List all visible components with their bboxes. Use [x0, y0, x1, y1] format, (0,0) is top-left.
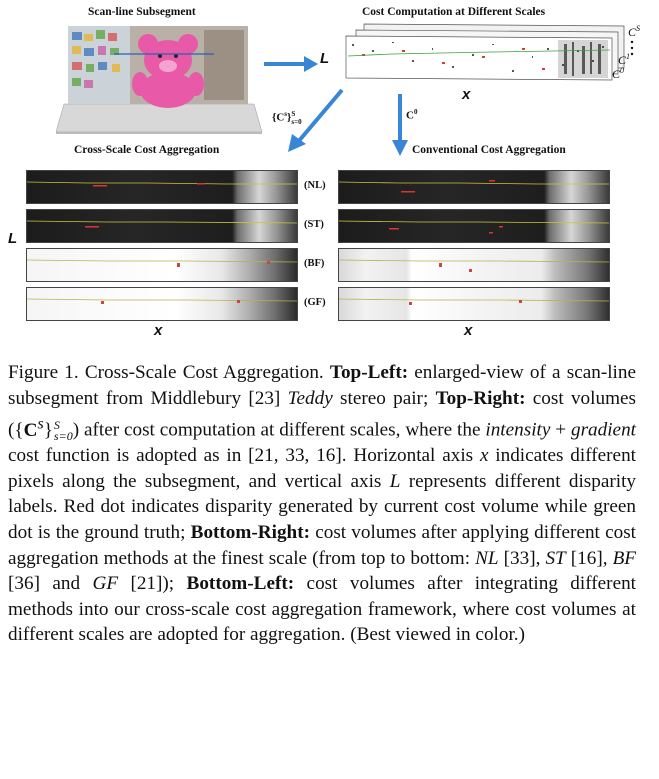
strip-conv-nl [338, 170, 610, 204]
bottom-right-title: Conventional Cost Aggregation [412, 144, 566, 156]
top-right-title: Cost Computation at Different Scales [362, 6, 546, 18]
label-L-bottom: L [8, 230, 18, 247]
label-x-top: x [462, 86, 471, 103]
scale-label-CS: CS [628, 24, 641, 39]
figure-caption: Figure 1. Cross-Scale Cost Aggregation. … [8, 362, 637, 646]
teddy-image-panel [54, 24, 264, 134]
strip-cross-gf [26, 287, 298, 321]
strip-conv-gf [338, 287, 610, 321]
label-L-top: L [320, 50, 330, 67]
arrow-cross-scale [280, 86, 350, 163]
cost-volume-stack [332, 20, 642, 90]
method-label-gf: (GF) [304, 297, 326, 308]
method-label-st: (ST) [304, 219, 324, 230]
method-label-bf: (BF) [304, 258, 325, 269]
top-left-title: Scan-line Subsegment [88, 6, 196, 18]
label-x-bottom-right: x [464, 322, 473, 339]
scale-label-C0: C0 [612, 66, 625, 81]
arrow-conventional [390, 92, 410, 163]
scale-label-C1: C1 [618, 52, 631, 67]
strip-cross-nl [26, 170, 298, 204]
arrow-conv-label: C0 [406, 108, 418, 122]
label-x-bottom-left: x [154, 322, 163, 339]
strip-conv-st [338, 209, 610, 243]
strip-conv-bf [338, 248, 610, 282]
strip-cross-st [26, 209, 298, 243]
strip-cross-bf [26, 248, 298, 282]
bottom-left-title: Cross-Scale Cost Aggregation [74, 144, 220, 156]
cost-volume-stack-illustration [345, 23, 634, 81]
arrow-right [262, 54, 320, 79]
teddy-image-illustration [55, 26, 263, 134]
method-label-nl: (NL) [304, 180, 326, 191]
